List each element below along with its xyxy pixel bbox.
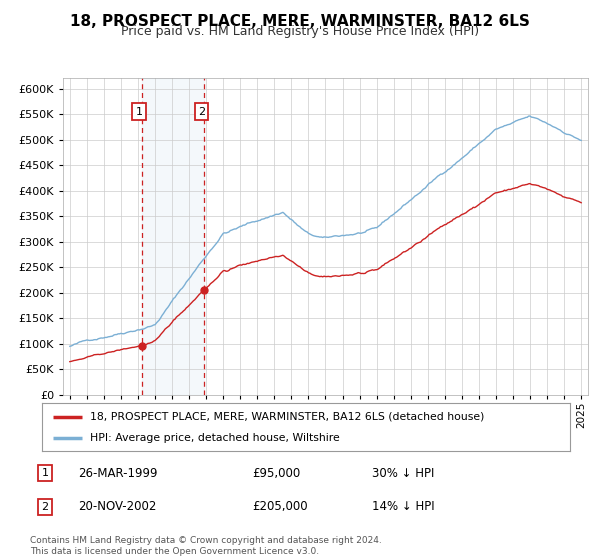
Text: 30% ↓ HPI: 30% ↓ HPI (372, 466, 434, 480)
Text: 14% ↓ HPI: 14% ↓ HPI (372, 500, 434, 514)
Text: 26-MAR-1999: 26-MAR-1999 (78, 466, 157, 480)
Text: 2: 2 (198, 106, 205, 116)
Text: 20-NOV-2002: 20-NOV-2002 (78, 500, 157, 514)
Text: Contains HM Land Registry data © Crown copyright and database right 2024.
This d: Contains HM Land Registry data © Crown c… (30, 536, 382, 556)
Text: £95,000: £95,000 (252, 466, 300, 480)
Text: 2: 2 (41, 502, 49, 512)
Bar (142, 78, 204, 395)
Text: £205,000: £205,000 (252, 500, 308, 514)
Text: HPI: Average price, detached house, Wiltshire: HPI: Average price, detached house, Wilt… (89, 433, 339, 444)
Text: 1: 1 (41, 468, 49, 478)
Text: 18, PROSPECT PLACE, MERE, WARMINSTER, BA12 6LS (detached house): 18, PROSPECT PLACE, MERE, WARMINSTER, BA… (89, 412, 484, 422)
Text: 1: 1 (136, 106, 143, 116)
Text: Price paid vs. HM Land Registry's House Price Index (HPI): Price paid vs. HM Land Registry's House … (121, 25, 479, 38)
Text: 18, PROSPECT PLACE, MERE, WARMINSTER, BA12 6LS: 18, PROSPECT PLACE, MERE, WARMINSTER, BA… (70, 14, 530, 29)
